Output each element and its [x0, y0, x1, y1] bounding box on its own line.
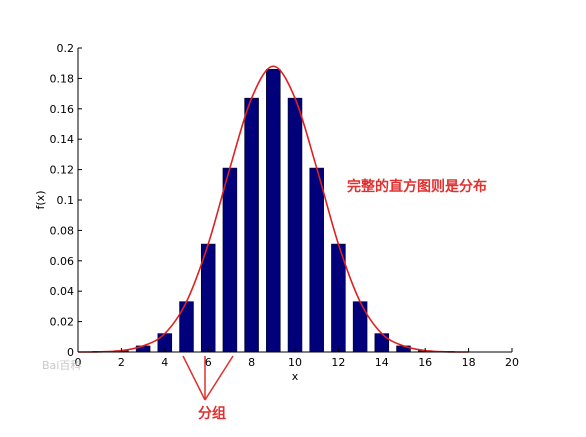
- x-tick-label: 10: [288, 356, 302, 369]
- y-tick-label: 0.2: [57, 42, 75, 55]
- x-tick-label: 8: [248, 356, 255, 369]
- y-tick-label: 0: [67, 346, 74, 359]
- x-axis-label: x: [292, 370, 299, 383]
- y-tick-label: 0.04: [50, 285, 75, 298]
- x-tick-label: 14: [375, 356, 389, 369]
- bar: [222, 167, 238, 353]
- bar: [266, 68, 281, 353]
- x-tick-label: 6: [205, 356, 212, 369]
- x-tick-label: 0: [75, 356, 82, 369]
- curve-annotation: 完整的直方图则是分布: [347, 178, 487, 195]
- pointer-line: [182, 355, 206, 401]
- bar-series: [92, 68, 455, 353]
- bar: [287, 97, 303, 353]
- x-tick-label: 4: [161, 356, 168, 369]
- bar: [244, 97, 259, 353]
- y-tick-label: 0.12: [50, 164, 75, 177]
- y-axis-label: f(x): [34, 191, 47, 210]
- y-tick-label: 0.02: [50, 316, 75, 329]
- x-tick-label: 2: [118, 356, 125, 369]
- x-tick-label: 12: [331, 356, 345, 369]
- bar: [309, 167, 324, 353]
- x-tick-label: 16: [418, 356, 432, 369]
- y-tick-label: 0.18: [50, 72, 75, 85]
- y-tick-label: 0.1: [57, 194, 75, 207]
- x-tick-label: 20: [505, 356, 519, 369]
- y-tick-label: 0.08: [50, 224, 75, 237]
- x-tick-label: 18: [462, 356, 476, 369]
- distribution-curve: [77, 65, 469, 353]
- y-tick-label: 0.16: [50, 103, 75, 116]
- y-axis-ticks: 0 0.02 0.04 0.06 0.08 0.1 0.12 0.14 0.16 0.18 0.2: [50, 42, 82, 359]
- bar: [179, 301, 194, 353]
- y-tick-label: 0.14: [50, 133, 75, 146]
- y-tick-label: 0.06: [50, 255, 75, 268]
- x-axis-ticks: 0 2 4 6 8 10 12 14 16 18 20: [75, 348, 519, 369]
- watermark: Bai百科: [42, 358, 81, 372]
- bar: [352, 301, 368, 353]
- bin-annotation-pointers: [182, 355, 234, 401]
- pointer-line: [204, 355, 234, 401]
- bin-annotation: 分组: [198, 405, 226, 422]
